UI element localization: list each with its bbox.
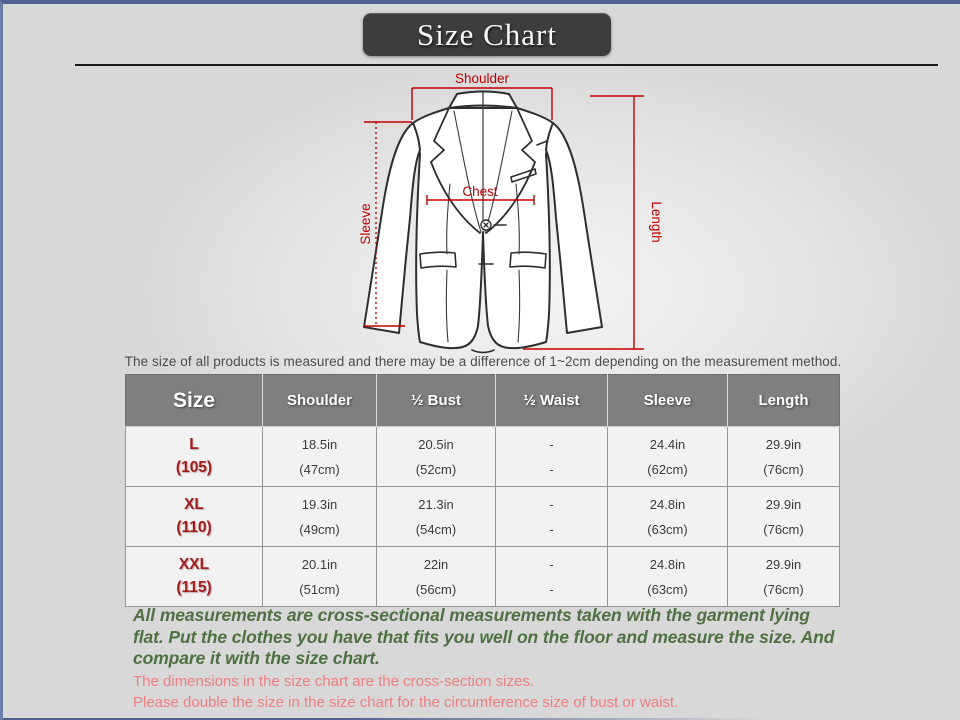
- note-line: All measurements are cross-sectional mea…: [133, 605, 810, 625]
- measure-cell: 29.9in (76cm): [727, 426, 840, 487]
- measure-cell: 24.8in (63cm): [607, 486, 728, 547]
- length-label: Length: [649, 201, 663, 242]
- page-title: Size Chart: [417, 16, 557, 52]
- size-value: XL: [184, 496, 204, 513]
- circumference-note: The dimensions in the size chart are the…: [133, 671, 893, 714]
- measure-cell: --: [495, 426, 608, 487]
- size-value: XXL: [178, 556, 210, 573]
- sleeve-label: Sleeve: [358, 203, 373, 244]
- note-line: flat. Put the clothes you have that fits…: [133, 626, 835, 647]
- measure-cell: 22in (56cm): [376, 546, 496, 607]
- note-line: The dimensions in the size chart are the…: [133, 673, 535, 690]
- size-alt-value: (110): [176, 519, 212, 536]
- col-header-sleeve: Sleeve: [607, 374, 728, 427]
- jacket-back-hem: [471, 349, 495, 354]
- size-cell: L (105): [125, 426, 263, 487]
- table-row: XXL (115) 20.1in (51cm) 22in (56cm) -- 24.…: [125, 546, 840, 607]
- cross-section-note: All measurements are cross-sectional mea…: [133, 605, 853, 670]
- jacket-sleeve-left: [363, 122, 421, 334]
- col-header-size: Size: [125, 374, 263, 427]
- size-cell: XXL (115): [125, 546, 263, 607]
- jacket-buttons: [478, 219, 507, 265]
- measure-cell: 18.5in (47cm): [262, 426, 377, 487]
- measure-cell: 24.4in (62cm): [607, 426, 728, 487]
- sleeve-measure-line: [364, 121, 412, 327]
- col-header-length: Length: [727, 374, 840, 427]
- measure-cell: 24.8in (63cm): [607, 546, 728, 607]
- chest-label: Chest: [462, 184, 498, 199]
- jacket-measurement-diagram: Shoulder Chest Sleeve Length: [358, 72, 663, 354]
- measure-cell: --: [495, 546, 608, 607]
- size-alt-value: (105): [175, 459, 213, 476]
- length-measure-line: [523, 95, 644, 350]
- size-value: L: [189, 436, 199, 453]
- jacket-sleeve-right: [545, 122, 603, 334]
- bottom-border: [3, 718, 960, 720]
- size-cell: XL (110): [125, 486, 263, 547]
- note-line: Please double the size in the size chart…: [133, 694, 679, 712]
- col-header-waist: ½ Waist: [495, 374, 608, 427]
- note-line: compare it with the size chart.: [133, 648, 380, 669]
- size-alt-value: (115): [176, 579, 212, 596]
- measure-cell: 19.3in (49cm): [262, 486, 377, 547]
- shoulder-label: Shoulder: [455, 72, 510, 86]
- measure-cell: 20.1in (51cm): [262, 546, 377, 607]
- measurement-note: The size of all products is measured and…: [124, 354, 842, 369]
- table-row: XL (110) 19.3in (49cm) 21.3in (54cm) -- 24…: [125, 486, 840, 547]
- jacket-hip-pocket-right: [509, 251, 547, 269]
- measure-cell: 29.9in (76cm): [727, 546, 840, 607]
- col-header-bust: ½ Bust: [376, 374, 496, 427]
- jacket-hip-pocket-left: [419, 251, 457, 269]
- col-header-shoulder: Shoulder: [262, 374, 377, 427]
- jacket-dart-lines: [445, 183, 521, 343]
- measure-cell: 21.3in (54cm): [376, 486, 496, 547]
- table-row: L (105) 18.5in (47cm) 20.5in (52cm) -- 24.…: [125, 426, 840, 487]
- size-table: Size Shoulder ½ Bust ½ Waist Sleeve Leng…: [125, 374, 840, 607]
- chest-measure-line: [426, 195, 535, 205]
- measure-cell: 29.9in (76cm): [727, 486, 840, 547]
- shoulder-measure-line: [411, 87, 553, 120]
- page-title-banner: Size Chart: [363, 13, 611, 56]
- jacket-breast-pocket: [510, 168, 537, 183]
- title-divider: [75, 64, 938, 66]
- measure-cell: 20.5in (52cm): [376, 426, 496, 487]
- table-header-row: Size Shoulder ½ Bust ½ Waist Sleeve Leng…: [125, 374, 840, 427]
- measure-cell: --: [495, 486, 608, 547]
